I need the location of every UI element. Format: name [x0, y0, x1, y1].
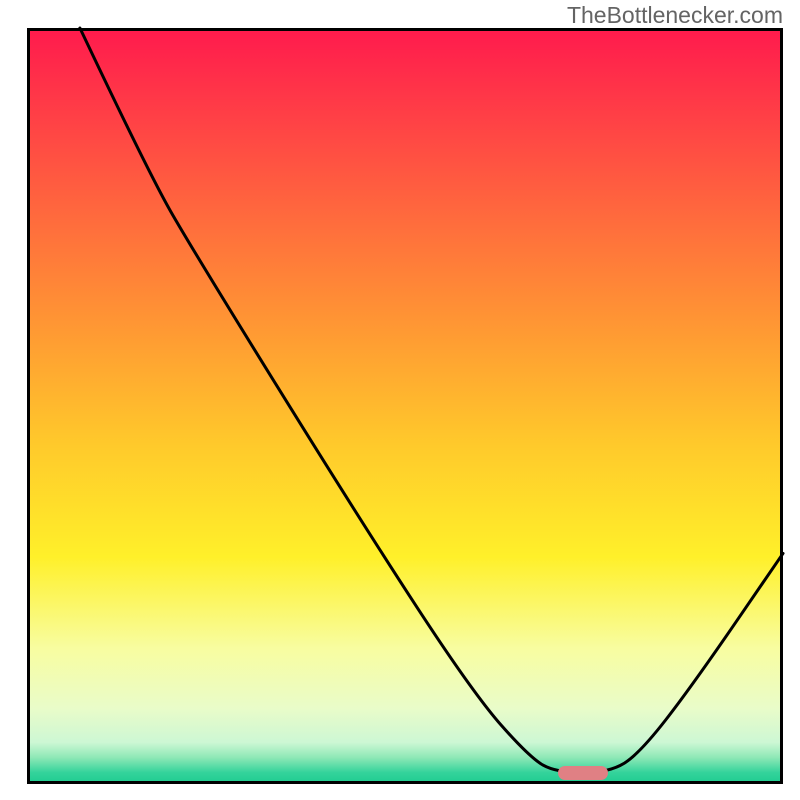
bottleneck-chart: TheBottlenecker.com: [0, 0, 800, 800]
plot-border: [27, 28, 783, 784]
watermark-text: TheBottlenecker.com: [567, 2, 783, 29]
plot-area: [27, 28, 783, 784]
